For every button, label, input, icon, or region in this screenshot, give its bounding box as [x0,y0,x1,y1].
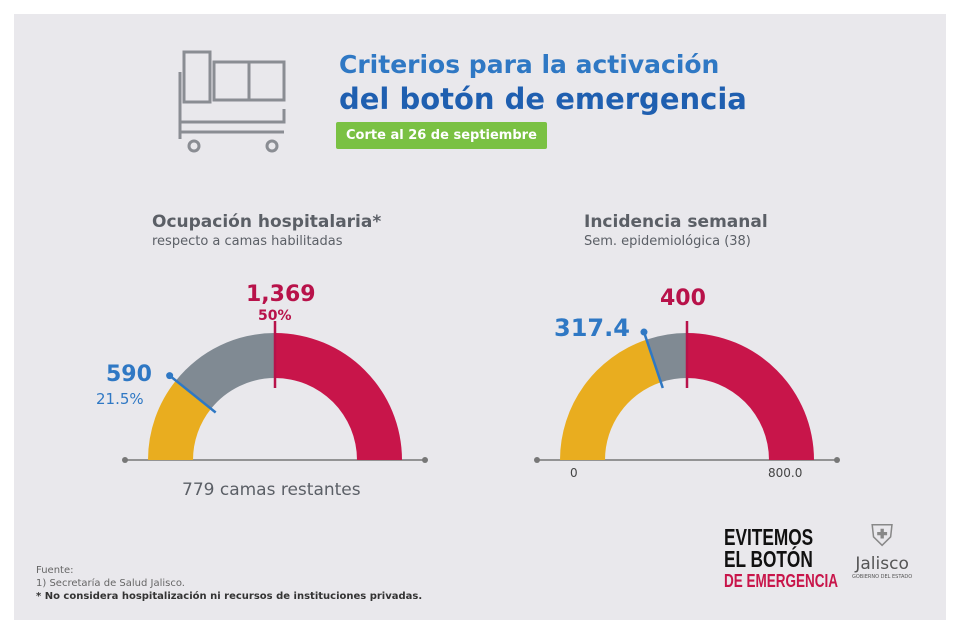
gauge-current-segment [148,380,212,460]
current-marker [168,374,217,414]
gauge2-subtitle: Sem. epidemiológica (38) [584,234,751,249]
gauge1-threshold-percent: 50% [258,308,292,324]
gauge1-subtitle: respecto a camas habilitadas [152,234,343,249]
current-marker [642,331,664,389]
baseline-dot [422,457,428,463]
logo-line3: DE EMERGENCIA [724,571,839,591]
hospital-bed-icon [178,50,286,153]
gauge-gap-segment [175,333,275,409]
gauge1-current-percent: 21.5% [96,390,144,408]
gauge-gap-segment [646,333,687,383]
logo-line1: EVITEMOS [724,524,814,550]
gauge1-title: Ocupación hospitalaria* [152,212,382,232]
infographic: Criterios para la activación del botón d… [14,14,946,620]
baseline-dot [122,457,128,463]
gauge2-max-label: 800.0 [768,466,803,480]
current-marker-dot [166,372,174,380]
source-notes: Fuente: 1) Secretaría de Salud Jalisco. … [36,564,422,603]
title-line2: del botón de emergencia [339,82,747,116]
campaign-logo: EVITEMOS EL BOTÓN DE EMERGENCIA [724,526,838,592]
current-marker-dot [640,328,648,336]
gauge2-current-value: 317.4 [554,314,630,342]
date-badge: Corte al 26 de septiembre [336,122,547,149]
baseline-dot [834,457,840,463]
gauge2-min-label: 0 [570,466,578,480]
coat-of-arms-icon: ⛨ [870,519,894,554]
gauges [122,50,840,463]
gauge1-threshold-value: 1,369 [246,282,316,307]
gauge-current-segment [560,339,661,460]
note: * No considera hospitalización ni recurs… [36,591,423,602]
title-line1: Criterios para la activación [339,50,720,79]
gov-sub: GOBIERNO DEL ESTADO [852,574,913,580]
gauge-over-segment [687,333,814,460]
gauge2-threshold-value: 400 [660,286,706,311]
gov-name: Jalisco [855,554,909,574]
jalisco-logo: ⛨ Jalisco GOBIERNO DEL ESTADO [852,519,912,580]
gauge1-footer: 779 camas restantes [182,480,361,500]
source-label: Fuente: [36,565,74,576]
gauge2-title: Incidencia semanal [584,212,768,232]
gauge-over-segment [275,333,402,460]
gauge1-current-value: 590 [106,362,152,387]
baseline-dot [534,457,540,463]
logo-line2: EL BOTÓN [724,546,813,572]
source: 1) Secretaría de Salud Jalisco. [36,578,185,589]
